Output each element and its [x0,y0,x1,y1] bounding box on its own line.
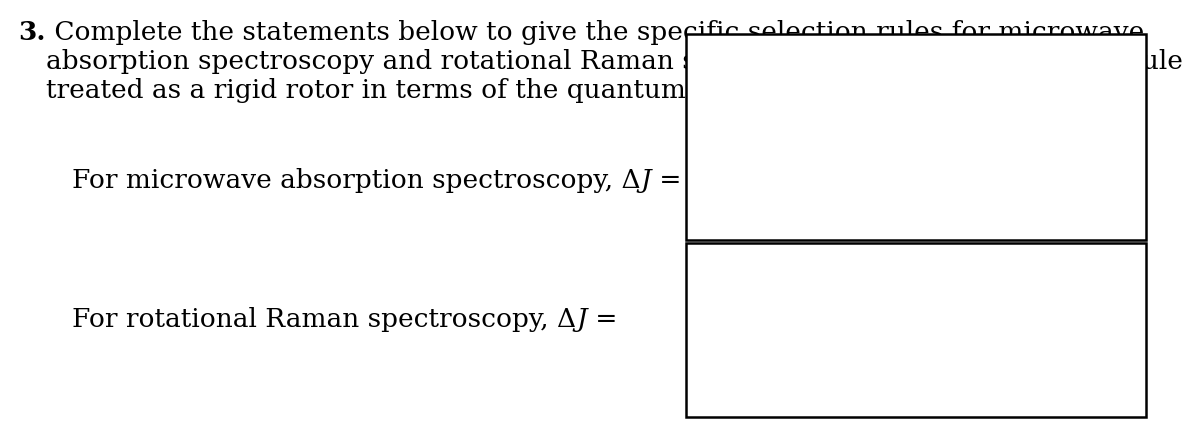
Text: 3.: 3. [18,20,46,44]
Text: J: J [641,168,652,193]
Text: =: = [652,168,682,193]
Text: For microwave absorption spectroscopy, Δ: For microwave absorption spectroscopy, Δ [72,168,641,193]
Text: Complete the statements below to give the specific selection rules for microwave: Complete the statements below to give th… [46,20,1182,102]
Text: .: . [817,67,826,92]
Text: treated as a rigid rotor in terms of the quantum number: treated as a rigid rotor in terms of the… [46,67,806,92]
FancyBboxPatch shape [686,35,1146,241]
Text: J: J [576,306,587,332]
Text: J: J [806,67,817,92]
Text: =: = [587,306,617,332]
Text: For rotational Raman spectroscopy, Δ: For rotational Raman spectroscopy, Δ [72,306,576,332]
Text: J: J [806,67,817,92]
FancyBboxPatch shape [686,243,1146,417]
